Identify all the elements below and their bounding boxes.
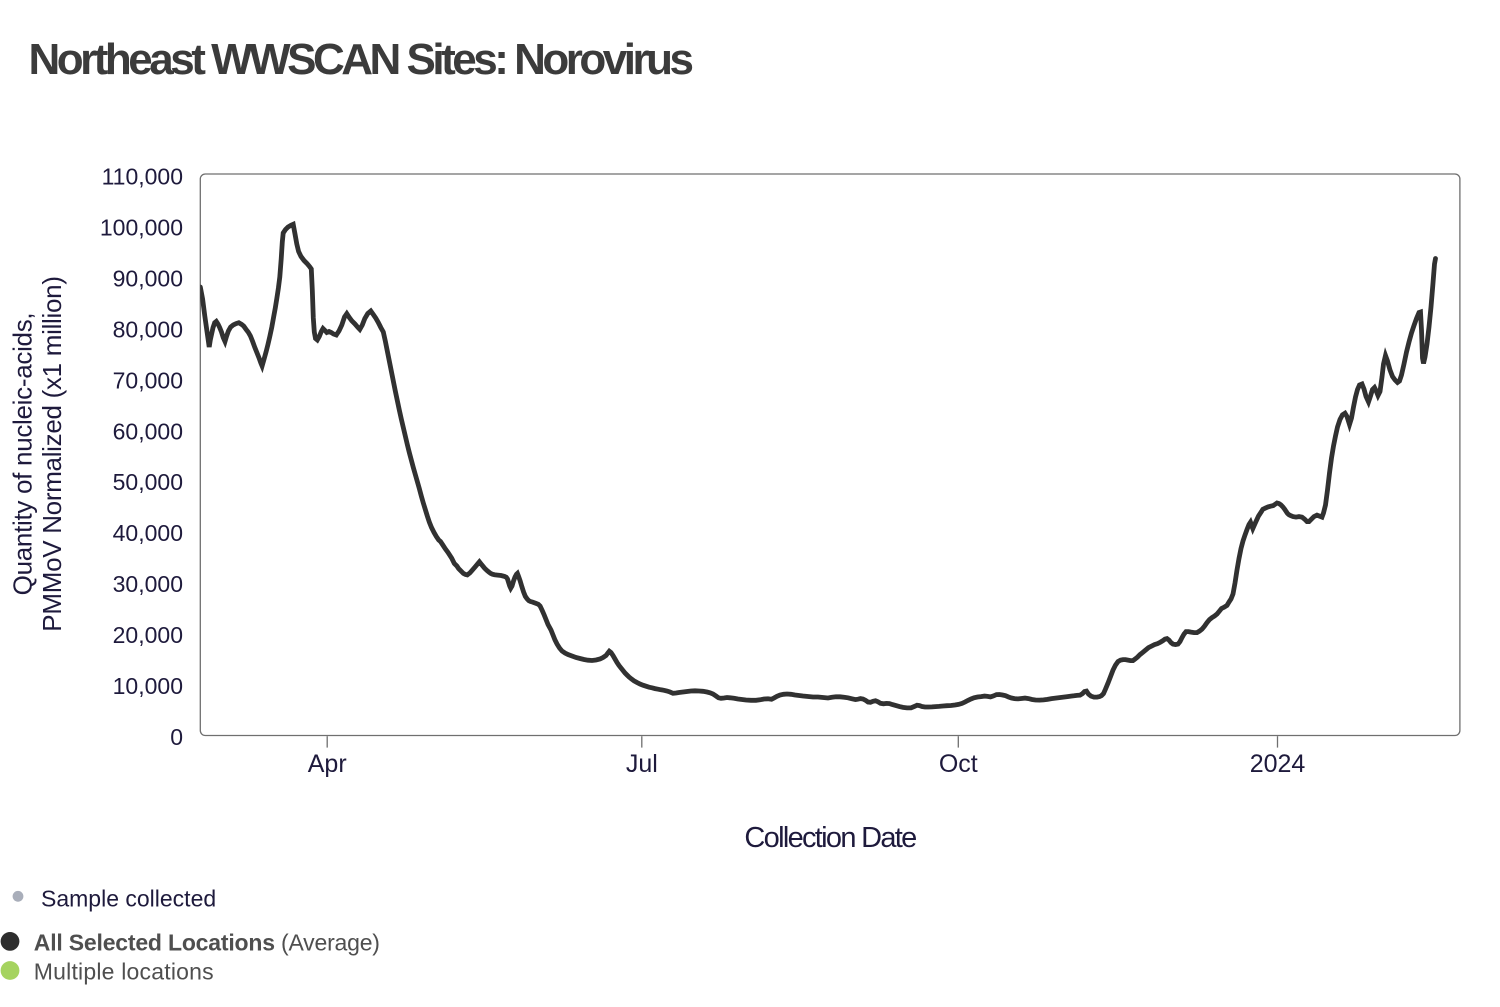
- svg-text:100,000: 100,000: [100, 215, 183, 241]
- svg-text:90,000: 90,000: [113, 266, 183, 292]
- svg-text:PMMoV Normalized (x1 million): PMMoV Normalized (x1 million): [37, 276, 67, 631]
- svg-text:All Selected Locations (Averag: All Selected Locations (Average): [34, 929, 380, 955]
- svg-text:Multiple locations: Multiple locations: [34, 958, 214, 984]
- svg-text:50,000: 50,000: [113, 469, 183, 495]
- svg-text:70,000: 70,000: [113, 367, 183, 393]
- svg-text:0: 0: [170, 724, 183, 750]
- svg-text:Oct: Oct: [939, 750, 978, 778]
- svg-text:Jul: Jul: [626, 750, 658, 778]
- svg-text:Northeast WWSCAN Sites: Norovi: Northeast WWSCAN Sites: Norovirus: [29, 35, 693, 84]
- svg-text:Quantity of nucleic-acids,: Quantity of nucleic-acids,: [8, 313, 38, 596]
- svg-text:2024: 2024: [1250, 750, 1306, 778]
- svg-text:30,000: 30,000: [113, 571, 183, 597]
- svg-text:60,000: 60,000: [113, 418, 183, 444]
- svg-text:110,000: 110,000: [102, 164, 183, 190]
- svg-text:10,000: 10,000: [113, 673, 183, 699]
- svg-text:20,000: 20,000: [113, 622, 183, 648]
- svg-text:80,000: 80,000: [113, 317, 183, 343]
- svg-text:Apr: Apr: [308, 750, 347, 778]
- svg-text:Sample collected: Sample collected: [41, 886, 216, 912]
- svg-text:Collection Date: Collection Date: [744, 822, 916, 854]
- svg-text:40,000: 40,000: [113, 520, 183, 546]
